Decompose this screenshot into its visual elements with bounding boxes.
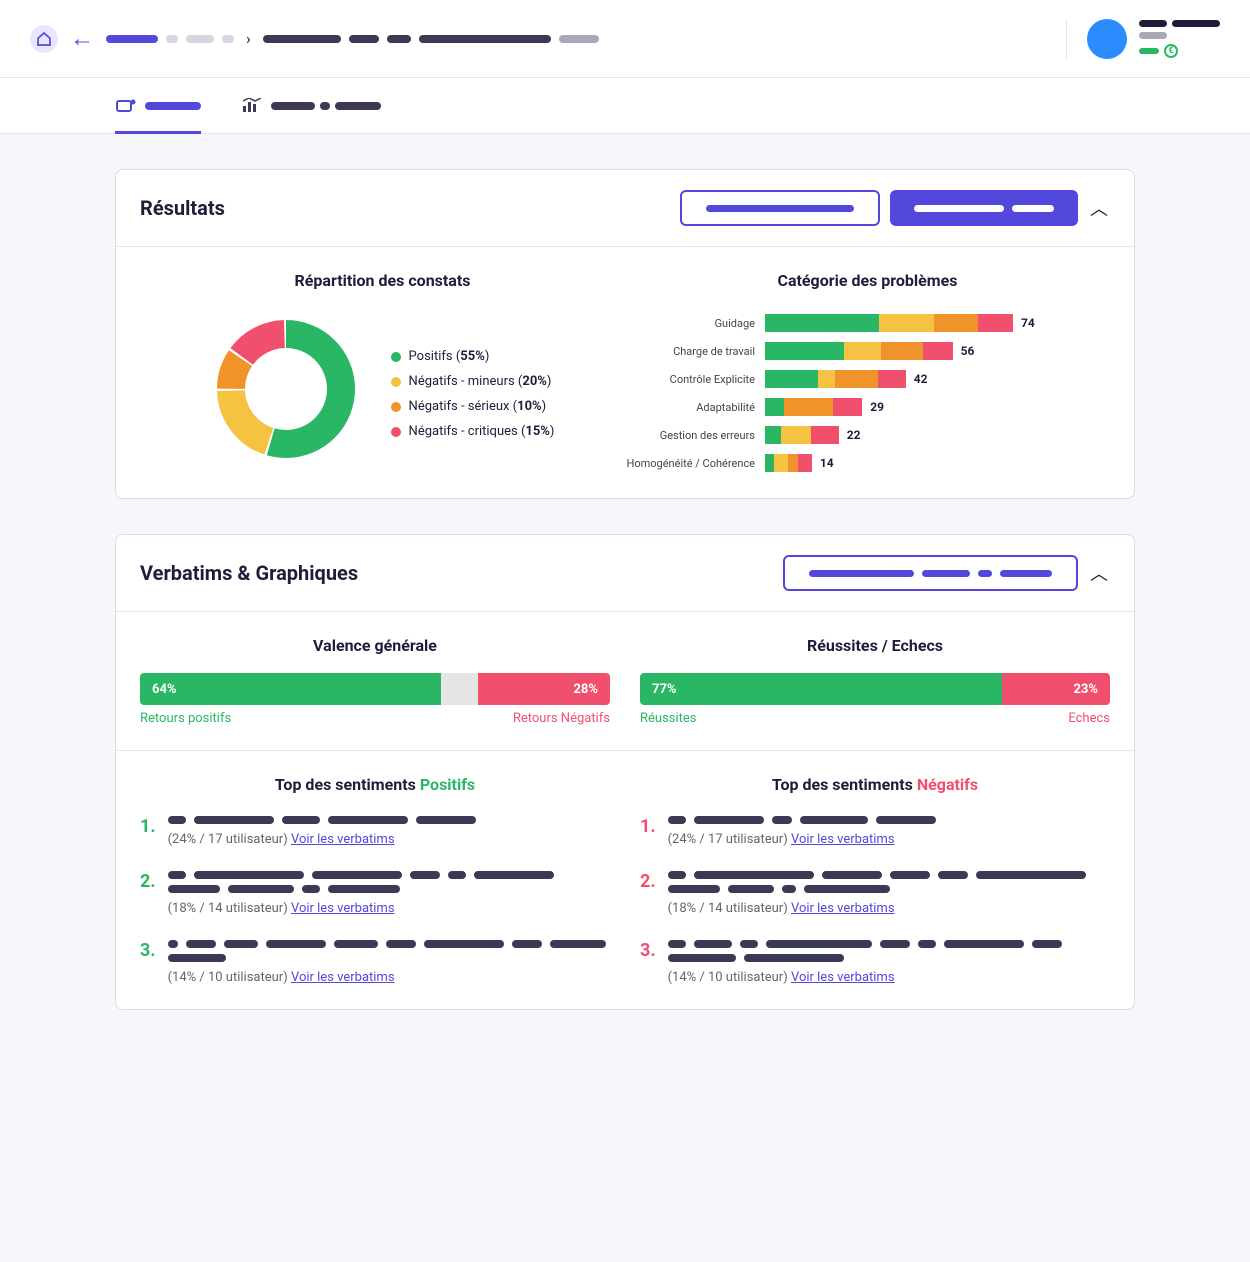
chevron-right-icon: › [246,29,251,48]
success-right-label: Echecs [1068,711,1110,726]
content: Résultats ︿ Répartition des constats Pos… [0,134,1250,1080]
hbars-title: Catégorie des problèmes [625,271,1110,290]
donut-legend: Positifs (55%) Négatifs - mineurs (20%) Né… [391,349,555,439]
legend-item: Négatifs - critiques (15%) [391,424,555,439]
sentiment-item: 2.(18% / 14 utilisateur) Voir les verbat… [640,871,1110,916]
valence-col: Valence générale 64%28% Retours positifs… [140,636,610,726]
sentiments-pos-list: 1.(24% / 17 utilisateur) Voir les verbat… [140,816,610,985]
sentiments-neg-col: Top des sentiments Négatifs 1.(24% / 17 … [640,775,1110,985]
verbatim-link[interactable]: Voir les verbatims [291,832,395,847]
sentiment-item: 1.(24% / 17 utilisateur) Voir les verbat… [140,816,610,847]
back-arrow-icon[interactable]: ← [70,24,94,53]
success-col: Réussites / Echecs 77%23% Réussites Eche… [640,636,1110,726]
verbatim-link[interactable]: Voir les verbatims [291,970,395,985]
tab-1[interactable] [241,78,381,134]
user-meta: € [1139,20,1220,58]
sentiments-neg-list: 1.(24% / 17 utilisateur) Voir les verbat… [640,816,1110,985]
success-labels: Réussites Echecs [640,711,1110,726]
legend-item: Négatifs - sérieux (10%) [391,399,555,414]
donut-title: Répartition des constats [140,271,625,290]
valence-labels: Retours positifs Retours Négatifs [140,711,610,726]
hbar-row: Charge de travail56 [625,342,1110,360]
hbar-row: Adaptabilité29 [625,398,1110,416]
verbatims-head: Verbatims & Graphiques ︿ [116,535,1134,612]
resultats-title: Résultats [140,196,225,220]
sentiments-neg-title: Top des sentiments Négatifs [640,775,1110,794]
hbar-row: Gestion des erreurs22 [625,426,1110,444]
tabs [0,78,1250,134]
resultats-card: Résultats ︿ Répartition des constats Pos… [115,169,1135,499]
verbatim-link[interactable]: Voir les verbatims [791,970,895,985]
tab-icon [115,98,137,114]
verbatims-btn[interactable] [783,555,1078,591]
sentiment-item: 3.(14% / 10 utilisateur) Voir les verbat… [640,940,1110,985]
hbars-chart: Guidage74 Charge de travail56 Contrôle Exp… [625,314,1110,472]
success-left-label: Réussites [640,711,697,726]
resultats-actions: ︿ [680,190,1110,226]
tab-icon [241,98,263,114]
valence-right-label: Retours Négatifs [513,711,610,726]
resultats-btn-outline[interactable] [680,190,880,226]
legend-item: Négatifs - mineurs (20%) [391,374,555,389]
donut-col: Répartition des constats Positifs (55%) N… [140,271,625,474]
success-bar: 77%23% [640,673,1110,705]
breadcrumb-right [263,35,599,43]
sentiments-pos-title: Top des sentiments Positifs [140,775,610,794]
breadcrumb-left[interactable] [106,35,234,43]
topbar-user[interactable]: € [1066,19,1220,59]
legend-item: Positifs (55%) [391,349,555,364]
resultats-body: Répartition des constats Positifs (55%) N… [116,247,1134,498]
chevron-up-icon[interactable]: ︿ [1088,560,1110,586]
resultats-btn-fill[interactable] [890,190,1078,226]
verbatims-actions: ︿ [783,555,1110,591]
sentiment-item: 2.(18% / 14 utilisateur) Voir les verbat… [140,871,610,916]
valence-bar: 64%28% [140,673,610,705]
resultats-head: Résultats ︿ [116,170,1134,247]
verbatim-link[interactable]: Voir les verbatims [791,901,895,916]
hbar-row: Homogénéité / Cohérence14 [625,454,1110,472]
valence-left-label: Retours positifs [140,711,231,726]
topbar: ← › € [0,0,1250,78]
chevron-up-icon[interactable]: ︿ [1088,195,1110,221]
topbar-left: ← › [30,24,599,53]
verbatims-title: Verbatims & Graphiques [140,561,358,585]
sentiments-pos-col: Top des sentiments Positifs 1.(24% / 17 … [140,775,610,985]
avatar[interactable] [1087,19,1127,59]
sentiments-section: Top des sentiments Positifs 1.(24% / 17 … [116,751,1134,1009]
tab-0[interactable] [115,78,201,134]
hbar-row: Contrôle Explicite42 [625,370,1110,388]
success-title: Réussites / Echecs [640,636,1110,655]
hbar-row: Guidage74 [625,314,1110,332]
home-icon[interactable] [30,25,58,53]
verbatim-link[interactable]: Voir les verbatims [291,901,395,916]
valence-title: Valence générale [140,636,610,655]
sentiment-item: 3.(14% / 10 utilisateur) Voir les verbat… [140,940,610,985]
hbars-col: Catégorie des problèmes Guidage74 Charge … [625,271,1110,474]
verbatims-card: Verbatims & Graphiques ︿ Valence général… [115,534,1135,1010]
valence-section: Valence générale 64%28% Retours positifs… [116,612,1134,751]
donut-chart [211,314,361,474]
sentiment-item: 1.(24% / 17 utilisateur) Voir les verbat… [640,816,1110,847]
verbatim-link[interactable]: Voir les verbatims [791,832,895,847]
